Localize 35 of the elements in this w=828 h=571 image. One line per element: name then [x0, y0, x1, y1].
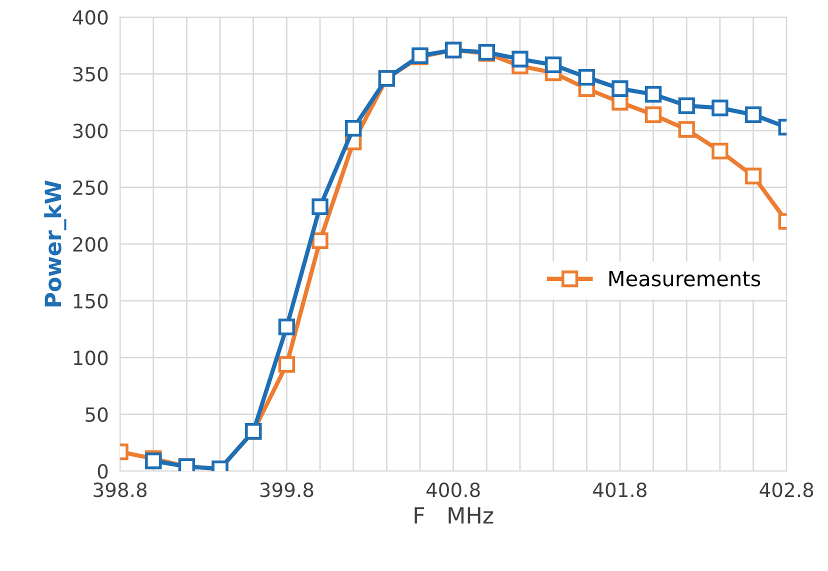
x-tick-label: 398.8: [94, 482, 147, 498]
point: [278, 318, 296, 336]
point: [712, 142, 728, 160]
x-tick-label: 399.8: [260, 482, 314, 498]
point: [678, 97, 695, 114]
point: [644, 106, 662, 124]
y-tick-label: 400: [72, 10, 108, 25]
point: [712, 100, 728, 116]
point: [345, 120, 362, 137]
x-tick-label: 400.8: [426, 482, 480, 498]
y-tick-label: 150: [74, 294, 108, 309]
point: [744, 106, 762, 124]
point: [578, 68, 595, 86]
y-tick-label: 200: [73, 237, 108, 252]
point: [544, 56, 562, 74]
y-tick-label: 0: [98, 464, 108, 479]
y-tick-label: 300: [73, 124, 108, 138]
x-tick-label: 402.8: [760, 482, 814, 498]
y-tick-label: 100: [74, 350, 108, 366]
point: [145, 452, 162, 470]
x-tick-label: 401.8: [593, 482, 646, 498]
point: [278, 356, 296, 373]
y-axis-title: Power_kW: [44, 180, 66, 306]
legend-label: Measurements: [609, 270, 760, 286]
point: [612, 80, 628, 97]
point: [644, 86, 662, 103]
point: [312, 232, 328, 250]
point: [512, 50, 528, 68]
point: [678, 121, 695, 138]
x-axis-title: F MHz: [414, 507, 494, 524]
point: [312, 198, 328, 215]
y-tick-label: 350: [73, 66, 108, 82]
y-tick-label: 50: [86, 407, 108, 422]
y-tick-label: 250: [73, 180, 108, 196]
point: [744, 168, 762, 184]
